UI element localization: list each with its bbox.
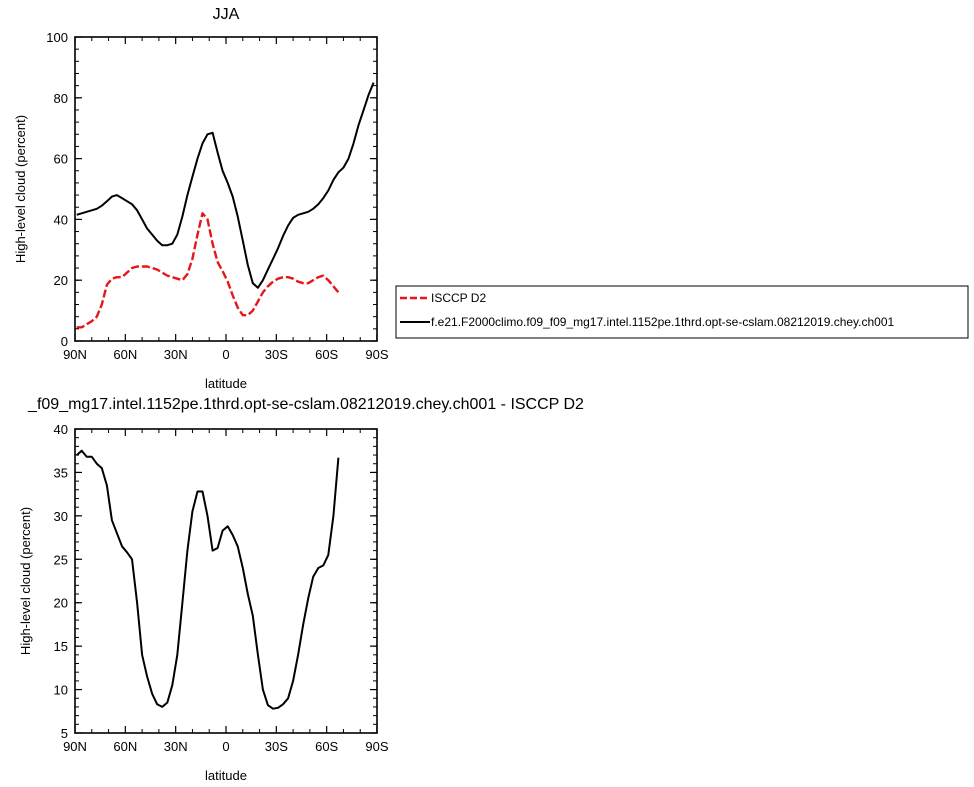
bottom-ytick-label: 10 [54,683,68,698]
bottom-panel-tick-labels: 90N 60N 30N 0 30S 60S 90S 5 10 15 20 25 30 35 40 [54,422,389,754]
legend-label-isccp: ISCCP D2 [431,291,486,305]
bottom-ytick-label: 15 [54,639,68,654]
top-xtick-label: 60S [315,347,338,362]
bottom-ytick-label: 5 [61,726,68,741]
top-ytick-label: 20 [54,273,68,288]
bottom-xtick-label: 30S [265,739,288,754]
bottom-ytick-label: 30 [54,509,68,524]
legend: ISCCP D2 f.e21.F2000climo.f09_f09_mg17.i… [395,285,969,339]
top-xtick-label: 0 [222,347,229,362]
top-xtick-label: 30N [164,347,188,362]
top-panel-series [76,82,375,329]
bottom-xtick-label: 30N [164,739,188,754]
top-panel-tick-labels: 90N 60N 30N 0 30S 60S 90S 0 20 40 60 80 100 [46,30,389,362]
bottom-panel-series [76,449,340,710]
top-ytick-label: 60 [54,152,68,167]
top-panel-ticks [74,36,378,342]
top-ytick-label: 40 [54,212,68,227]
top-xtick-label: 90N [63,347,87,362]
bottom-panel: _f09_mg17.intel.1152pe.1thrd.opt-se-csla… [18,396,584,783]
legend-label-model: f.e21.F2000climo.f09_f09_mg17.intel.1152… [431,315,895,329]
bottom-panel-xlabel: latitude [205,768,247,783]
legend-box [395,285,969,339]
bottom-ytick-label: 35 [54,465,68,480]
bottom-xtick-label: 90S [365,739,388,754]
top-xtick-label: 60N [113,347,137,362]
bottom-xtick-label: 60S [315,739,338,754]
bottom-panel-frame [74,428,378,734]
bottom-xtick-label: 60N [113,739,137,754]
top-panel-frame [74,36,378,342]
bottom-ytick-label: 25 [54,552,68,567]
top-panel-ylabel: High-level cloud (percent) [13,115,28,263]
top-series-line-model [76,82,375,289]
top-ytick-label: 100 [46,30,68,45]
bottom-panel-ticks [74,428,378,734]
top-series-line-isccp [76,212,340,329]
top-panel: JJA High-level cloud (percent) latitude … [13,6,389,391]
top-panel-xlabel: latitude [205,376,247,391]
top-ytick-label: 0 [61,334,68,349]
bottom-panel-title: _f09_mg17.intel.1152pe.1thrd.opt-se-csla… [27,396,584,413]
top-panel-title: JJA [213,6,240,23]
bottom-ytick-label: 40 [54,422,68,437]
bottom-xtick-label: 90N [63,739,87,754]
top-ytick-label: 80 [54,91,68,106]
bottom-xtick-label: 0 [222,739,229,754]
top-xtick-label: 90S [365,347,388,362]
bottom-ytick-label: 20 [54,596,68,611]
top-xtick-label: 30S [265,347,288,362]
bottom-series-line-model [76,449,340,710]
bottom-panel-ylabel: High-level cloud (percent) [18,507,33,655]
